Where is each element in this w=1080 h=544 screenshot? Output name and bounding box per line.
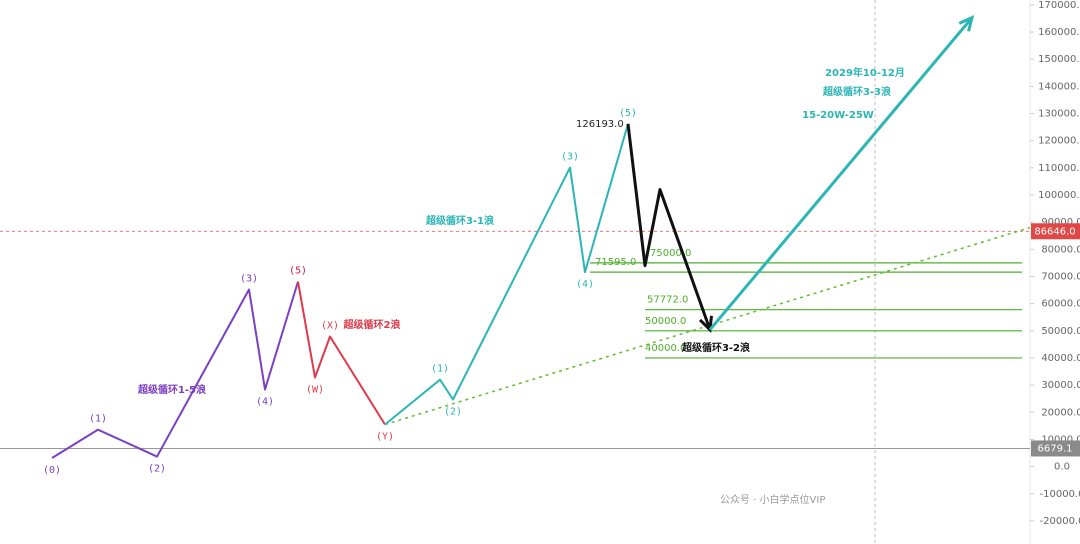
- peak-label: 126193.0: [576, 119, 624, 130]
- wave-label: (0): [43, 465, 61, 476]
- y-tick-label: 80000.0: [1041, 244, 1080, 255]
- level-label: 71595.0: [595, 257, 636, 268]
- y-tick-label: 160000.0: [1038, 27, 1080, 38]
- target-note: 2029年10-12月: [825, 66, 905, 79]
- y-tick-label: 0.0: [1054, 462, 1070, 473]
- price-badge: [1031, 223, 1080, 240]
- y-tick-label: 170000.0: [1038, 0, 1080, 11]
- wave-label: (X): [321, 321, 339, 332]
- y-tick-label: 130000.0: [1038, 109, 1080, 120]
- y-tick-label: 110000.0: [1038, 163, 1080, 174]
- wave-line: [51, 281, 299, 459]
- wave-name: 超级循环3-2浪: [681, 341, 750, 354]
- wave-name: 超级循环1-5浪: [137, 383, 206, 396]
- y-tick-label: 150000.0: [1038, 54, 1080, 65]
- wave-name: 超级循环2浪: [343, 318, 401, 331]
- wave-name: 超级循环3-1浪: [425, 214, 494, 227]
- level-label: 40000.0: [645, 343, 686, 354]
- level-label: 50000.0: [645, 316, 686, 327]
- arrow-head: [958, 15, 975, 32]
- y-tick-label: 90000.0: [1041, 217, 1080, 228]
- wave-label: (1): [431, 364, 449, 375]
- wave-label: (2): [148, 464, 166, 475]
- price-label: 6679.1: [1038, 443, 1073, 454]
- level-label: 57772.0: [647, 295, 688, 306]
- price-badge: [1031, 440, 1080, 457]
- target-note: 超级循环3-3浪: [822, 85, 891, 98]
- wave-label: (1): [89, 414, 107, 425]
- y-tick-label: 50000.0: [1041, 326, 1080, 337]
- wave-line: [384, 123, 629, 426]
- wave-label: (5): [289, 266, 307, 277]
- y-tick-label: 100000.0: [1038, 190, 1080, 201]
- wave-label: (4): [256, 396, 274, 407]
- watermark: 公众号 · 小白学点位VIP: [720, 493, 825, 506]
- price-label: 86646.0: [1034, 226, 1075, 237]
- y-tick-label: 40000.0: [1041, 353, 1080, 364]
- wave-line: [297, 281, 386, 426]
- wave-line: [708, 16, 974, 331]
- wave-label: (3): [561, 152, 579, 163]
- y-tick-label: 140000.0: [1038, 81, 1080, 92]
- wave-label: (Y): [376, 431, 394, 442]
- y-tick-label: 70000.0: [1041, 271, 1080, 282]
- y-tick-label: -10000.0: [1040, 489, 1080, 500]
- level-label: 75000.0: [650, 248, 691, 259]
- wave-label: (4): [576, 279, 594, 290]
- y-tick-label: 10000.0: [1041, 434, 1080, 445]
- y-tick-label: 20000.0: [1041, 407, 1080, 418]
- wave-line: [626, 123, 712, 331]
- wave-label: (2): [444, 407, 462, 418]
- wave-label: (W): [306, 385, 324, 396]
- wave-label: (3): [240, 274, 258, 285]
- target-note: 15-20W-25W: [802, 110, 874, 121]
- y-tick-label: 30000.0: [1041, 380, 1080, 391]
- wave-label: (5): [619, 108, 637, 119]
- y-tick-label: 60000.0: [1041, 299, 1080, 310]
- wave-label: (5): [289, 266, 307, 277]
- y-tick-label: 120000.0: [1038, 136, 1080, 147]
- y-tick-label: -20000.0: [1040, 516, 1080, 527]
